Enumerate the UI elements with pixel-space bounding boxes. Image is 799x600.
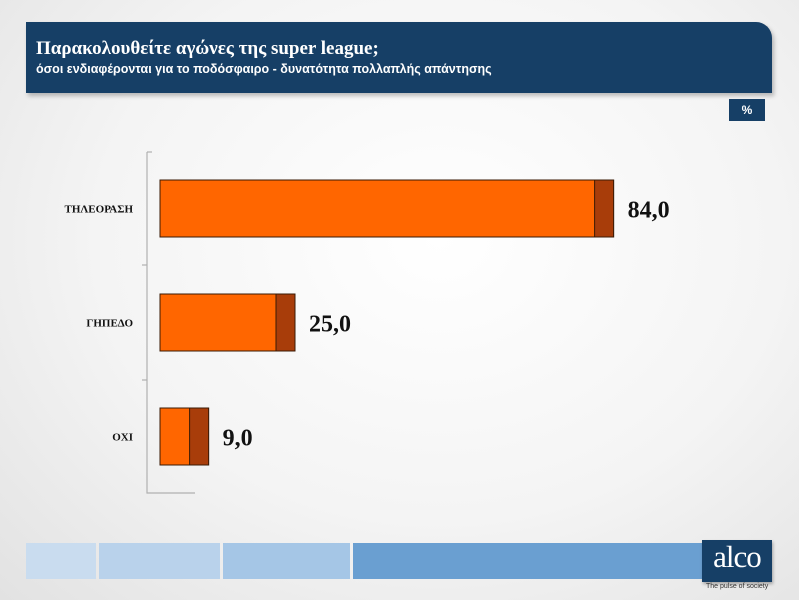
chart-subtitle: όσοι ενδιαφέρονται για το ποδόσφαιρο - δ… [36,62,492,76]
footer-segment-1 [26,543,96,579]
category-label: ΟΧΙ [112,432,133,444]
footer-segment-3 [223,543,350,579]
value-label: 9,0 [223,426,253,452]
category-label: ΓΗΠΕΔΟ [86,318,133,330]
bar-end-1 [594,179,615,238]
category-label: ΤΗΛΕΟΡΑΣΗ [65,204,134,216]
footer-segment-2 [99,543,220,579]
footer-segment-4 [353,543,724,579]
value-label: 25,0 [309,312,351,338]
logo-text: alco [713,539,762,574]
unit-badge: % [729,99,765,121]
header-banner: Παρακολουθείτε αγώνες της super league; … [26,22,772,93]
bar-2 [159,293,296,352]
logo-tagline: The pulse of society [706,583,769,590]
value-label: 84,0 [628,198,670,224]
bar-1 [159,179,615,238]
axis-frame [146,152,195,494]
bar-end-2 [275,293,296,352]
bar-end-3 [189,407,210,466]
alco-logo: alco [702,539,772,582]
chart-title: Παρακολουθείτε αγώνες της super league; [36,38,379,59]
